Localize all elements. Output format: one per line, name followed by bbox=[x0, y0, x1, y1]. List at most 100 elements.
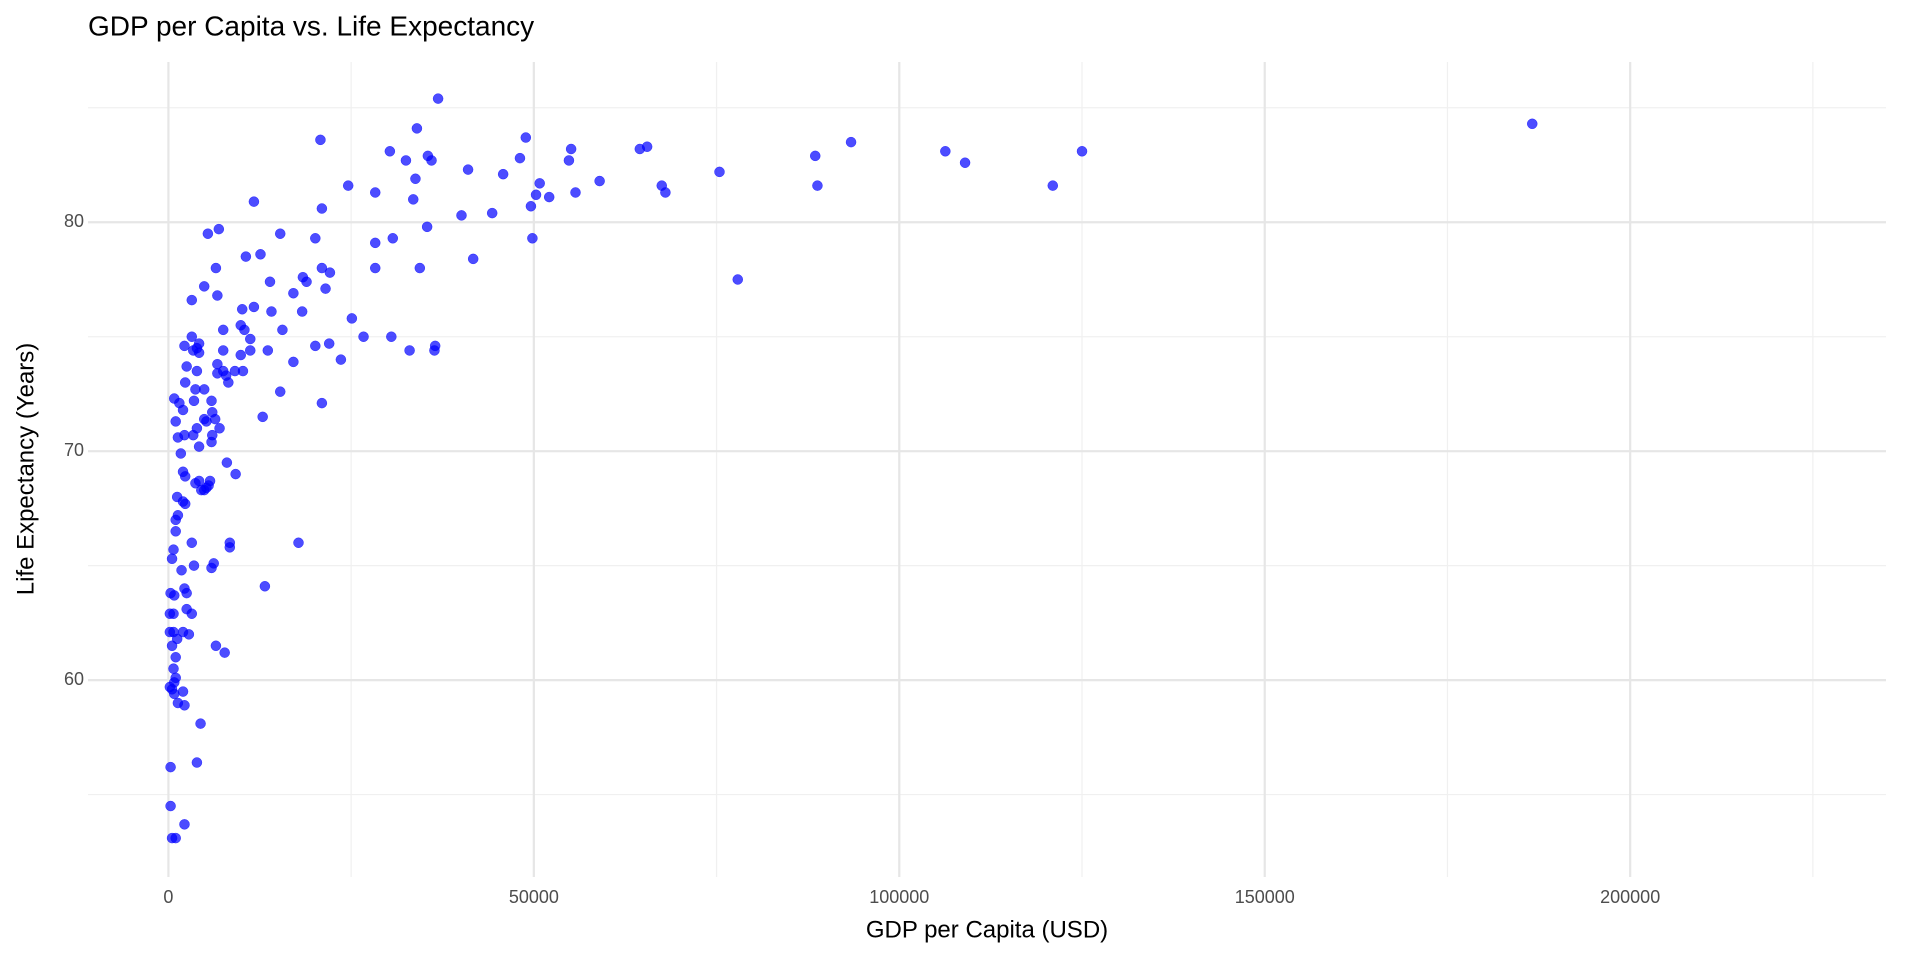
point bbox=[809, 150, 821, 162]
point bbox=[369, 262, 381, 274]
x-tick-label: 50000 bbox=[509, 887, 559, 907]
point bbox=[315, 134, 326, 146]
point bbox=[206, 436, 217, 448]
point bbox=[165, 587, 176, 599]
point bbox=[310, 233, 321, 244]
point bbox=[212, 290, 223, 301]
y-tick-label: 80 bbox=[64, 211, 84, 231]
point bbox=[170, 651, 181, 663]
point bbox=[170, 416, 181, 427]
point bbox=[456, 210, 467, 221]
point bbox=[190, 384, 201, 395]
point bbox=[264, 276, 276, 288]
point bbox=[369, 187, 381, 198]
point bbox=[565, 143, 577, 155]
point bbox=[175, 448, 187, 459]
point bbox=[320, 283, 331, 294]
point bbox=[181, 587, 192, 599]
point bbox=[213, 223, 225, 235]
point bbox=[198, 384, 210, 395]
point bbox=[462, 164, 474, 175]
point bbox=[168, 544, 179, 555]
point bbox=[170, 832, 181, 844]
point bbox=[172, 697, 184, 709]
point bbox=[212, 368, 223, 379]
point bbox=[310, 340, 321, 352]
point bbox=[174, 397, 185, 409]
point bbox=[660, 187, 671, 198]
point bbox=[209, 413, 221, 425]
point bbox=[530, 189, 542, 201]
point bbox=[186, 537, 198, 549]
point bbox=[714, 166, 725, 178]
point bbox=[165, 761, 176, 773]
point bbox=[266, 306, 277, 317]
point bbox=[248, 301, 260, 313]
point bbox=[634, 143, 646, 155]
y-tick-label: 70 bbox=[64, 440, 84, 460]
point bbox=[534, 178, 545, 189]
point bbox=[206, 395, 217, 407]
point bbox=[248, 196, 260, 207]
point bbox=[166, 553, 178, 565]
point bbox=[429, 345, 440, 356]
point bbox=[414, 262, 426, 274]
x-tick-label: 0 bbox=[163, 887, 173, 907]
point bbox=[342, 180, 354, 191]
point bbox=[324, 267, 336, 278]
x-tick-label: 200000 bbox=[1600, 887, 1660, 907]
point bbox=[386, 331, 397, 342]
point bbox=[168, 663, 179, 674]
point bbox=[214, 423, 225, 434]
point bbox=[486, 207, 498, 219]
point bbox=[229, 365, 241, 377]
point bbox=[235, 320, 247, 331]
point bbox=[201, 416, 212, 427]
point bbox=[206, 562, 217, 574]
y-axis-title: Life Expectancy (Years) bbox=[12, 343, 39, 596]
point bbox=[191, 423, 203, 434]
point bbox=[594, 175, 605, 187]
point bbox=[432, 93, 444, 104]
point bbox=[812, 180, 823, 191]
point bbox=[168, 688, 180, 700]
point bbox=[181, 361, 192, 372]
point bbox=[171, 491, 183, 503]
point bbox=[177, 686, 189, 697]
point bbox=[1076, 146, 1088, 157]
x-tick-label: 150000 bbox=[1235, 887, 1295, 907]
point bbox=[210, 262, 222, 274]
point bbox=[277, 324, 288, 336]
point bbox=[335, 354, 347, 365]
point bbox=[179, 377, 191, 388]
point bbox=[467, 253, 479, 265]
point bbox=[732, 274, 744, 285]
chart-title: GDP per Capita vs. Life Expectancy bbox=[88, 10, 534, 41]
point bbox=[422, 150, 434, 162]
point bbox=[172, 432, 184, 443]
point bbox=[170, 526, 181, 537]
point bbox=[191, 365, 203, 377]
point bbox=[186, 608, 198, 619]
point bbox=[236, 303, 248, 315]
point bbox=[316, 203, 328, 214]
point bbox=[845, 136, 857, 148]
point bbox=[293, 537, 304, 549]
point bbox=[274, 386, 286, 397]
point bbox=[188, 560, 200, 571]
point bbox=[179, 498, 191, 510]
point bbox=[221, 457, 233, 468]
point bbox=[245, 333, 256, 345]
point bbox=[179, 819, 190, 830]
point bbox=[224, 542, 236, 553]
point bbox=[959, 157, 971, 168]
point bbox=[274, 228, 286, 239]
point bbox=[358, 331, 369, 342]
point bbox=[230, 468, 241, 480]
point bbox=[411, 123, 423, 134]
point bbox=[217, 324, 229, 336]
point bbox=[191, 757, 203, 768]
point bbox=[195, 718, 206, 729]
